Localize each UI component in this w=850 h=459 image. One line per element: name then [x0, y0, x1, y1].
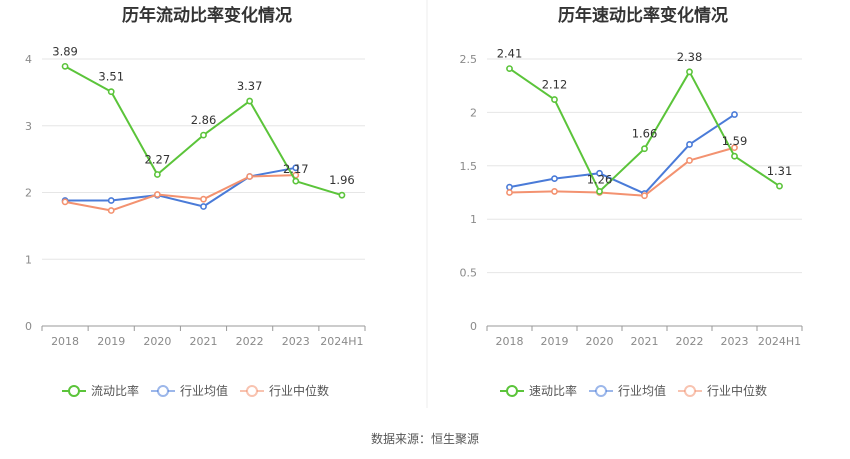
data-label: 2.17 — [283, 162, 309, 176]
data-point[interactable] — [107, 207, 115, 214]
data-point[interactable] — [596, 188, 603, 195]
data-point[interactable] — [292, 164, 300, 172]
data-point[interactable] — [551, 96, 558, 103]
data-point[interactable] — [641, 145, 648, 153]
legend-swatch-marker — [68, 385, 80, 397]
data-point[interactable] — [61, 62, 69, 70]
data-point[interactable] — [200, 203, 207, 210]
legend-item[interactable]: 速动比率 — [500, 383, 577, 398]
legend-label: 行业中位数 — [269, 383, 329, 398]
data-point[interactable] — [246, 97, 254, 105]
y-tick-label: 2 — [470, 106, 477, 119]
chart-title: 历年流动比率变化情况 — [122, 5, 292, 26]
data-label: 1.31 — [767, 164, 793, 178]
x-tick-label: 2021 — [631, 335, 659, 348]
y-tick-label: 1 — [470, 213, 477, 226]
data-label: 2.41 — [497, 47, 523, 61]
y-tick-label: 4 — [25, 53, 32, 66]
data-point[interactable] — [731, 152, 738, 160]
y-tick-label: 0 — [25, 320, 32, 333]
legend-item[interactable]: 行业中位数 — [240, 383, 329, 398]
data-point[interactable] — [506, 189, 513, 196]
data-label: 3.51 — [98, 70, 124, 84]
legend-label: 行业均值 — [618, 383, 666, 398]
data-point[interactable] — [153, 171, 161, 178]
y-tick-label: 1 — [25, 253, 32, 266]
data-label: 1.59 — [722, 134, 748, 148]
legend-item[interactable]: 行业中位数 — [678, 383, 767, 398]
y-tick-label: 0 — [470, 320, 477, 333]
legend-label: 行业中位数 — [707, 383, 767, 398]
data-point[interactable] — [776, 182, 783, 190]
data-point[interactable] — [506, 183, 513, 191]
quick-ratio-chart: 历年速动比率变化情况 0 0.5 1 1.5 2 2.5 2018 2019 2020 2021 20… — [460, 5, 803, 398]
data-point[interactable] — [107, 88, 115, 96]
y-tick-label: 0.5 — [460, 267, 478, 280]
x-tick-label: 2020 — [586, 335, 614, 348]
data-point[interactable] — [246, 173, 254, 180]
data-point[interactable] — [200, 195, 207, 203]
y-tick-label: 2.5 — [460, 53, 478, 66]
series-line-industry-median — [509, 146, 735, 197]
x-tick-label: 2019 — [97, 335, 125, 348]
legend-item[interactable]: 行业均值 — [151, 383, 228, 398]
x-tick-label: 2021 — [190, 335, 218, 348]
series-line-industry-median — [64, 174, 296, 212]
data-label: 1.66 — [632, 127, 658, 141]
data-point[interactable] — [686, 157, 693, 164]
data-point[interactable] — [731, 111, 738, 118]
legend-label: 行业均值 — [180, 383, 228, 398]
data-label: 2.86 — [191, 113, 217, 127]
data-point[interactable] — [107, 197, 115, 204]
legend-swatch-marker — [684, 385, 696, 397]
legend-swatch-marker — [595, 385, 607, 397]
data-point[interactable] — [153, 191, 161, 198]
legend-label: 流动比率 — [91, 383, 139, 398]
x-tick-label: 2023 — [721, 335, 749, 348]
legend-item[interactable]: 行业均值 — [589, 383, 666, 398]
data-point[interactable] — [200, 131, 207, 139]
data-point[interactable] — [506, 65, 513, 73]
legend-label: 速动比率 — [529, 383, 577, 398]
data-point[interactable] — [551, 175, 558, 183]
chart-title: 历年速动比率变化情况 — [558, 5, 728, 26]
data-label: 3.37 — [237, 79, 263, 93]
data-point[interactable] — [686, 68, 693, 76]
x-tick-label: 2024H1 — [758, 335, 801, 348]
data-point[interactable] — [731, 144, 738, 152]
data-point[interactable] — [641, 192, 648, 200]
legend-swatch-marker — [506, 385, 518, 397]
data-label: 2.12 — [542, 78, 568, 92]
data-label: 3.89 — [52, 44, 78, 58]
data-point[interactable] — [61, 198, 69, 206]
data-label: 1.26 — [587, 172, 613, 186]
x-tick-label: 2024H1 — [320, 335, 363, 348]
series-line-industry-mean — [65, 166, 296, 208]
data-point[interactable] — [551, 188, 558, 195]
x-tick-label: 2022 — [676, 335, 704, 348]
data-label: 2.27 — [145, 152, 171, 166]
source-note: 数据来源：恒生聚源 — [371, 431, 479, 446]
y-tick-label: 1.5 — [460, 160, 478, 173]
current-ratio-chart: 历年流动比率变化情况 0 1 2 3 4 2018 2019 2020 2021 2022 2023 2… — [25, 5, 366, 398]
data-point[interactable] — [292, 177, 300, 185]
x-tick-label: 2023 — [282, 335, 310, 348]
x-tick-label: 2018 — [496, 335, 524, 348]
x-tick-label: 2020 — [143, 335, 171, 348]
data-label: 1.96 — [329, 173, 355, 187]
data-point[interactable] — [596, 169, 603, 177]
legend-swatch-marker — [246, 385, 258, 397]
y-tick-label: 3 — [25, 120, 32, 133]
x-tick-label: 2018 — [51, 335, 79, 348]
data-label: 2.38 — [677, 50, 703, 64]
legend-swatch-marker — [157, 385, 169, 397]
y-tick-label: 2 — [25, 187, 32, 200]
x-tick-label: 2019 — [541, 335, 569, 348]
series-line-industry-mean — [509, 113, 736, 195]
data-point[interactable] — [338, 191, 346, 199]
legend-item[interactable]: 流动比率 — [62, 383, 139, 398]
x-tick-label: 2022 — [236, 335, 264, 348]
data-point[interactable] — [686, 141, 693, 148]
